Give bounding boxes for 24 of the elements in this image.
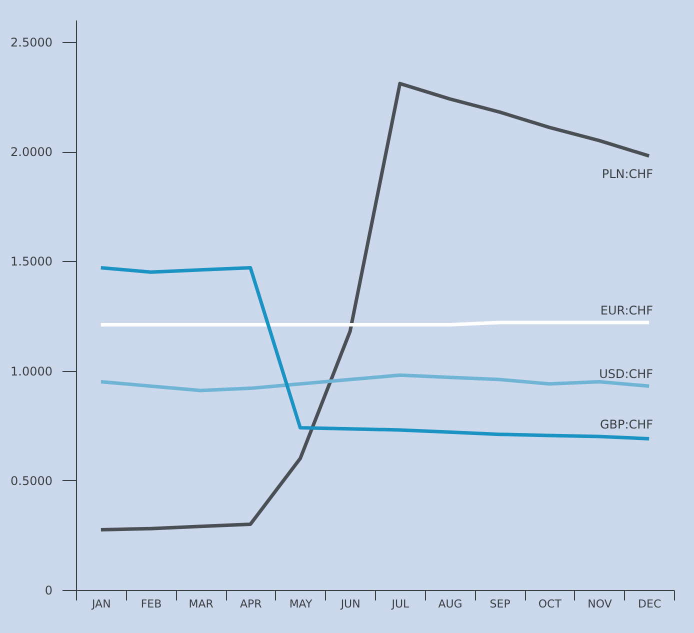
x-tick-label: OCT [538,598,562,610]
x-tick-label: NOV [588,598,612,610]
x-tick-label: APR [240,598,262,610]
series-label: PLN:CHF [602,166,654,181]
x-tick-label: MAY [289,598,312,610]
series-label: GBP:CHF [600,418,654,432]
series-label: EUR:CHF [600,304,654,318]
x-tick-label: MAR [188,598,214,610]
y-tick-label: 0 [44,584,52,598]
y-tick-label: 1.0000 [10,364,52,378]
y-tick-label: 2.5000 [10,35,52,50]
series-label: USD:CHF [599,367,654,382]
x-tick-label: FEB [140,598,162,610]
x-tick-label: SEP [490,598,511,610]
x-tick-label: DEC [638,598,662,610]
y-tick-label: 2.0000 [10,145,52,160]
y-tick-label: 0.5000 [10,474,52,488]
x-tick-label: JAN [91,598,111,610]
line-series [99,266,651,440]
x-tick-label: JUN [340,598,360,610]
x-tick-label: AUG [438,598,462,610]
x-tick-label: JUL [390,598,410,610]
y-tick-label: 1.5000 [10,254,52,269]
line-series [99,82,651,532]
